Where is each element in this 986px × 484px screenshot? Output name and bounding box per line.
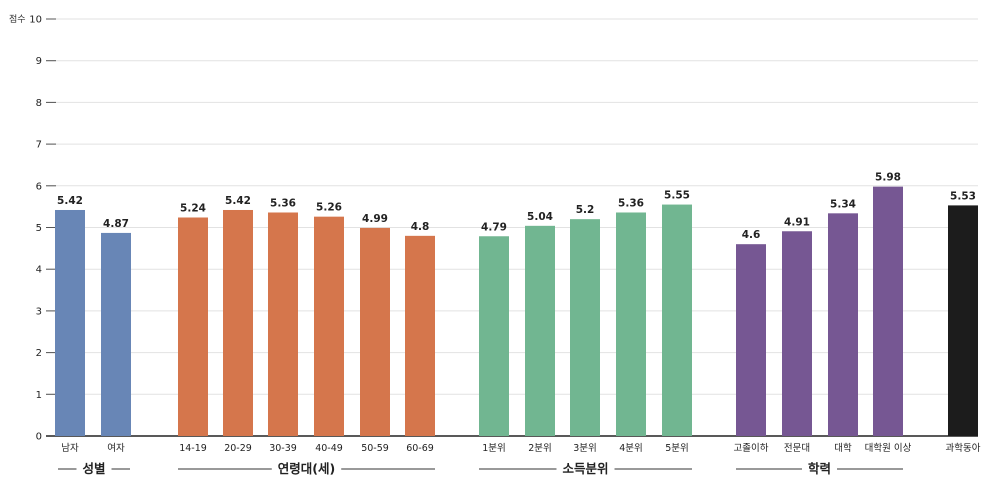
category-label: 여자 [107,442,125,454]
bar [948,205,978,436]
y-tick-label: 3 [36,306,42,317]
bar-value-label: 4.99 [362,213,388,225]
bar [314,216,344,436]
bar-value-label: 5.36 [270,197,296,209]
y-tick-label: 9 [36,56,42,67]
group-label: 학력 [808,461,831,476]
group-label: 연령대(세) [278,461,335,476]
category-label: 14-19 [179,443,207,454]
bar-value-label: 5.53 [950,190,976,202]
bar-value-label: 5.55 [664,190,690,202]
group-label: 성별 [82,461,105,476]
y-tick-label: 5 [36,223,42,234]
category-label: 3분위 [573,442,597,454]
bar [782,231,812,436]
bar-value-label: 5.34 [830,198,856,210]
category-label: 남자 [61,443,79,454]
bar [736,244,766,436]
bar-value-label: 5.36 [618,197,644,209]
bar-value-label: 4.91 [784,216,810,228]
bar-value-label: 4.8 [411,221,430,233]
bar [828,213,858,436]
y-tick-label: 10 [29,15,42,26]
bar [479,236,509,436]
category-label: 1분위 [482,442,506,454]
category-label: 50-59 [361,443,389,454]
bar [268,212,298,436]
bar [405,235,435,436]
y-tick-label: 7 [36,140,42,151]
bar [616,212,646,436]
category-label: 대학 [834,443,852,454]
bar [570,219,600,436]
bar [178,217,208,436]
y-tick-label: 1 [36,390,42,401]
bar [873,186,903,436]
y-tick-label: 2 [36,348,42,359]
bars [55,186,978,436]
y-tick-label: 4 [36,265,42,276]
category-label: 20-29 [224,443,252,454]
bar-value-label: 4.87 [103,218,129,230]
bar-value-label: 5.2 [576,204,595,216]
bar [101,232,131,436]
category-label: 대학원 이상 [865,443,912,454]
bar [525,225,555,436]
bar-value-label: 5.42 [57,195,83,207]
category-label: 60-69 [406,443,434,454]
bar [55,209,85,436]
y-tick-label: 8 [36,98,42,109]
category-label: 전문대 [784,443,810,454]
bar-value-label: 4.79 [481,221,507,233]
category-label: 5분위 [665,442,689,454]
bar [223,209,253,436]
category-label: 2분위 [528,442,552,454]
group-label: 소득분위 [562,461,608,476]
category-label: 과학동아 [946,443,981,454]
category-label: 30-39 [269,443,297,454]
y-axis-unit-label: 점수 [9,13,26,25]
category-label: 40-49 [315,443,343,454]
bar-value-label: 5.24 [180,202,206,214]
bar-value-label: 5.26 [316,202,342,214]
bar [662,204,692,436]
category-label: 4분위 [619,442,643,454]
bar [360,227,390,436]
bar-value-label: 5.04 [527,211,553,223]
bar-value-label: 4.6 [742,229,761,241]
y-tick-label: 6 [36,181,42,192]
bar-value-label: 5.98 [875,172,901,184]
category-label: 고졸이하 [734,442,769,454]
y-tick-label: 0 [36,432,42,443]
bar-value-label: 5.42 [225,195,251,207]
